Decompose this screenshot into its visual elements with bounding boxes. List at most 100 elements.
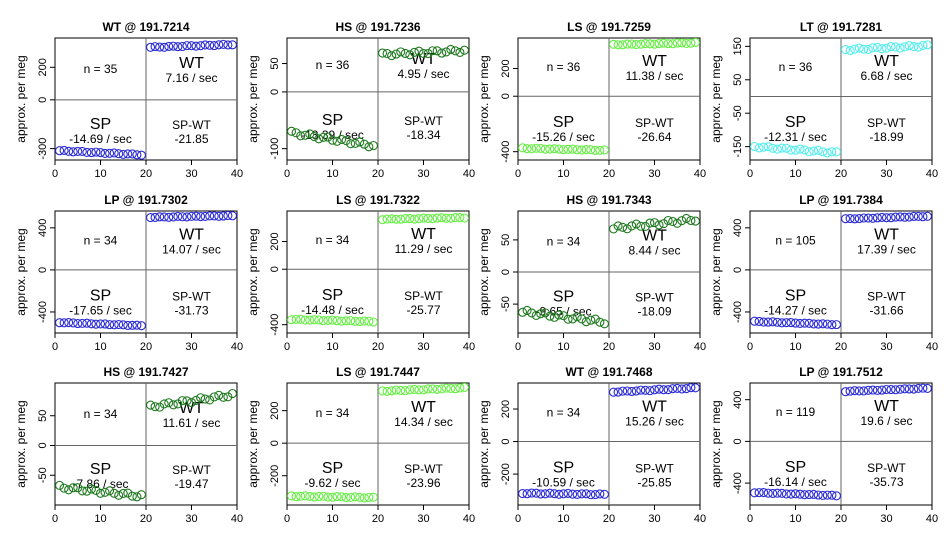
sp-wt-label: SP-WT — [404, 289, 443, 303]
sp-point — [300, 491, 310, 501]
wt-point — [387, 386, 397, 396]
wt-point — [418, 213, 429, 223]
wt-point — [382, 48, 392, 59]
y-axis-label: approx. per meg — [477, 55, 491, 142]
x-tick-label: 30 — [185, 513, 197, 525]
sp-point — [777, 318, 787, 328]
wt-point — [618, 40, 628, 50]
sp-point — [95, 319, 106, 329]
wt-point — [645, 218, 655, 228]
wt-point — [168, 400, 178, 410]
x-tick-label: 10 — [94, 168, 106, 180]
wt-point — [681, 38, 691, 48]
sp-point — [772, 317, 782, 327]
wt-point — [654, 220, 664, 230]
x-tick-label: 10 — [94, 513, 106, 525]
wt-point — [437, 213, 447, 223]
wt-point — [872, 213, 882, 223]
wt-point — [196, 393, 206, 403]
wt-point — [636, 39, 646, 49]
n-count-label: n = 36 — [316, 58, 350, 72]
sp-point — [300, 315, 310, 325]
wt-point — [636, 385, 646, 395]
wt-point — [895, 384, 905, 394]
sp-point — [368, 140, 379, 151]
wt-point — [455, 383, 465, 393]
sp-point — [105, 486, 115, 496]
wt-point — [686, 38, 696, 48]
wt-rate-label: 11.61 / sec — [163, 416, 221, 430]
sp-point — [568, 314, 578, 324]
wt-point — [382, 386, 392, 396]
sp-point — [759, 317, 769, 327]
sp-point — [813, 145, 823, 155]
wt-point — [686, 383, 696, 393]
wt-point — [677, 216, 687, 226]
y-axis-label: approx. per meg — [246, 400, 260, 487]
wt-rate-label: 4.95 / sec — [397, 67, 449, 81]
y-tick-label: 0 — [500, 438, 512, 444]
sp-wt-value: -25.77 — [406, 303, 440, 317]
wt-point — [182, 396, 192, 406]
wt-point — [150, 212, 160, 222]
sp-point — [809, 319, 819, 329]
sp-point — [318, 132, 328, 142]
sp-label: SP — [90, 116, 111, 133]
wt-point — [904, 384, 914, 394]
y-axis-label: approx. per meg — [246, 55, 260, 142]
wt-point — [409, 384, 419, 394]
wt-label: WT — [874, 398, 899, 415]
n-count-label: n = 36 — [547, 60, 581, 74]
sp-label: SP — [322, 460, 343, 477]
sp-point — [536, 309, 546, 319]
sp-rate-label: -9.62 / sec — [304, 476, 360, 490]
sp-point — [54, 318, 65, 328]
wt-point — [840, 45, 851, 55]
sp-point — [790, 318, 801, 328]
wt-point — [459, 45, 470, 55]
sp-point — [527, 308, 537, 318]
wt-point — [223, 392, 233, 402]
wt-point — [423, 213, 433, 223]
x-tick-label: 40 — [231, 168, 243, 180]
sp-point — [581, 145, 591, 155]
sp-point — [91, 147, 101, 157]
wt-point — [627, 386, 637, 397]
y-tick-label: 50 — [37, 410, 49, 422]
sp-point — [786, 489, 796, 499]
sp-point — [763, 317, 773, 327]
sp-point — [91, 485, 101, 495]
x-tick-label: 0 — [52, 168, 58, 180]
sp-point — [305, 315, 315, 325]
wt-point — [640, 221, 650, 231]
sp-point — [540, 489, 550, 499]
sp-point — [364, 492, 374, 503]
wt-point — [627, 221, 637, 231]
y-axis-label: approx. per meg — [14, 55, 28, 142]
sp-wt-value: -18.09 — [637, 305, 671, 319]
sp-point — [822, 319, 832, 329]
sp-point — [586, 490, 596, 500]
wt-point — [400, 48, 410, 59]
y-axis-label: approx. per meg — [709, 400, 723, 487]
x-tick-label: 40 — [694, 513, 706, 525]
wt-point — [690, 216, 701, 226]
sp-point — [831, 320, 842, 330]
sp-point — [572, 312, 582, 322]
sp-point — [531, 310, 541, 320]
sp-wt-label: SP-WT — [404, 462, 443, 476]
sp-wt-value: -31.66 — [869, 303, 903, 317]
n-count-label: n = 34 — [316, 406, 350, 420]
sp-point — [822, 148, 832, 158]
wt-point — [396, 47, 406, 57]
sp-rate-label: -17.65 / sec — [69, 303, 132, 317]
x-tick-label: 30 — [648, 341, 660, 353]
wt-point — [173, 42, 183, 52]
sp-point — [86, 484, 96, 494]
sp-point — [777, 143, 787, 153]
y-tick-label: 0 — [269, 89, 281, 95]
y-tick-label: 50 — [732, 74, 744, 86]
sp-point — [337, 134, 347, 145]
sp-point — [309, 131, 319, 142]
sp-point — [577, 314, 587, 324]
